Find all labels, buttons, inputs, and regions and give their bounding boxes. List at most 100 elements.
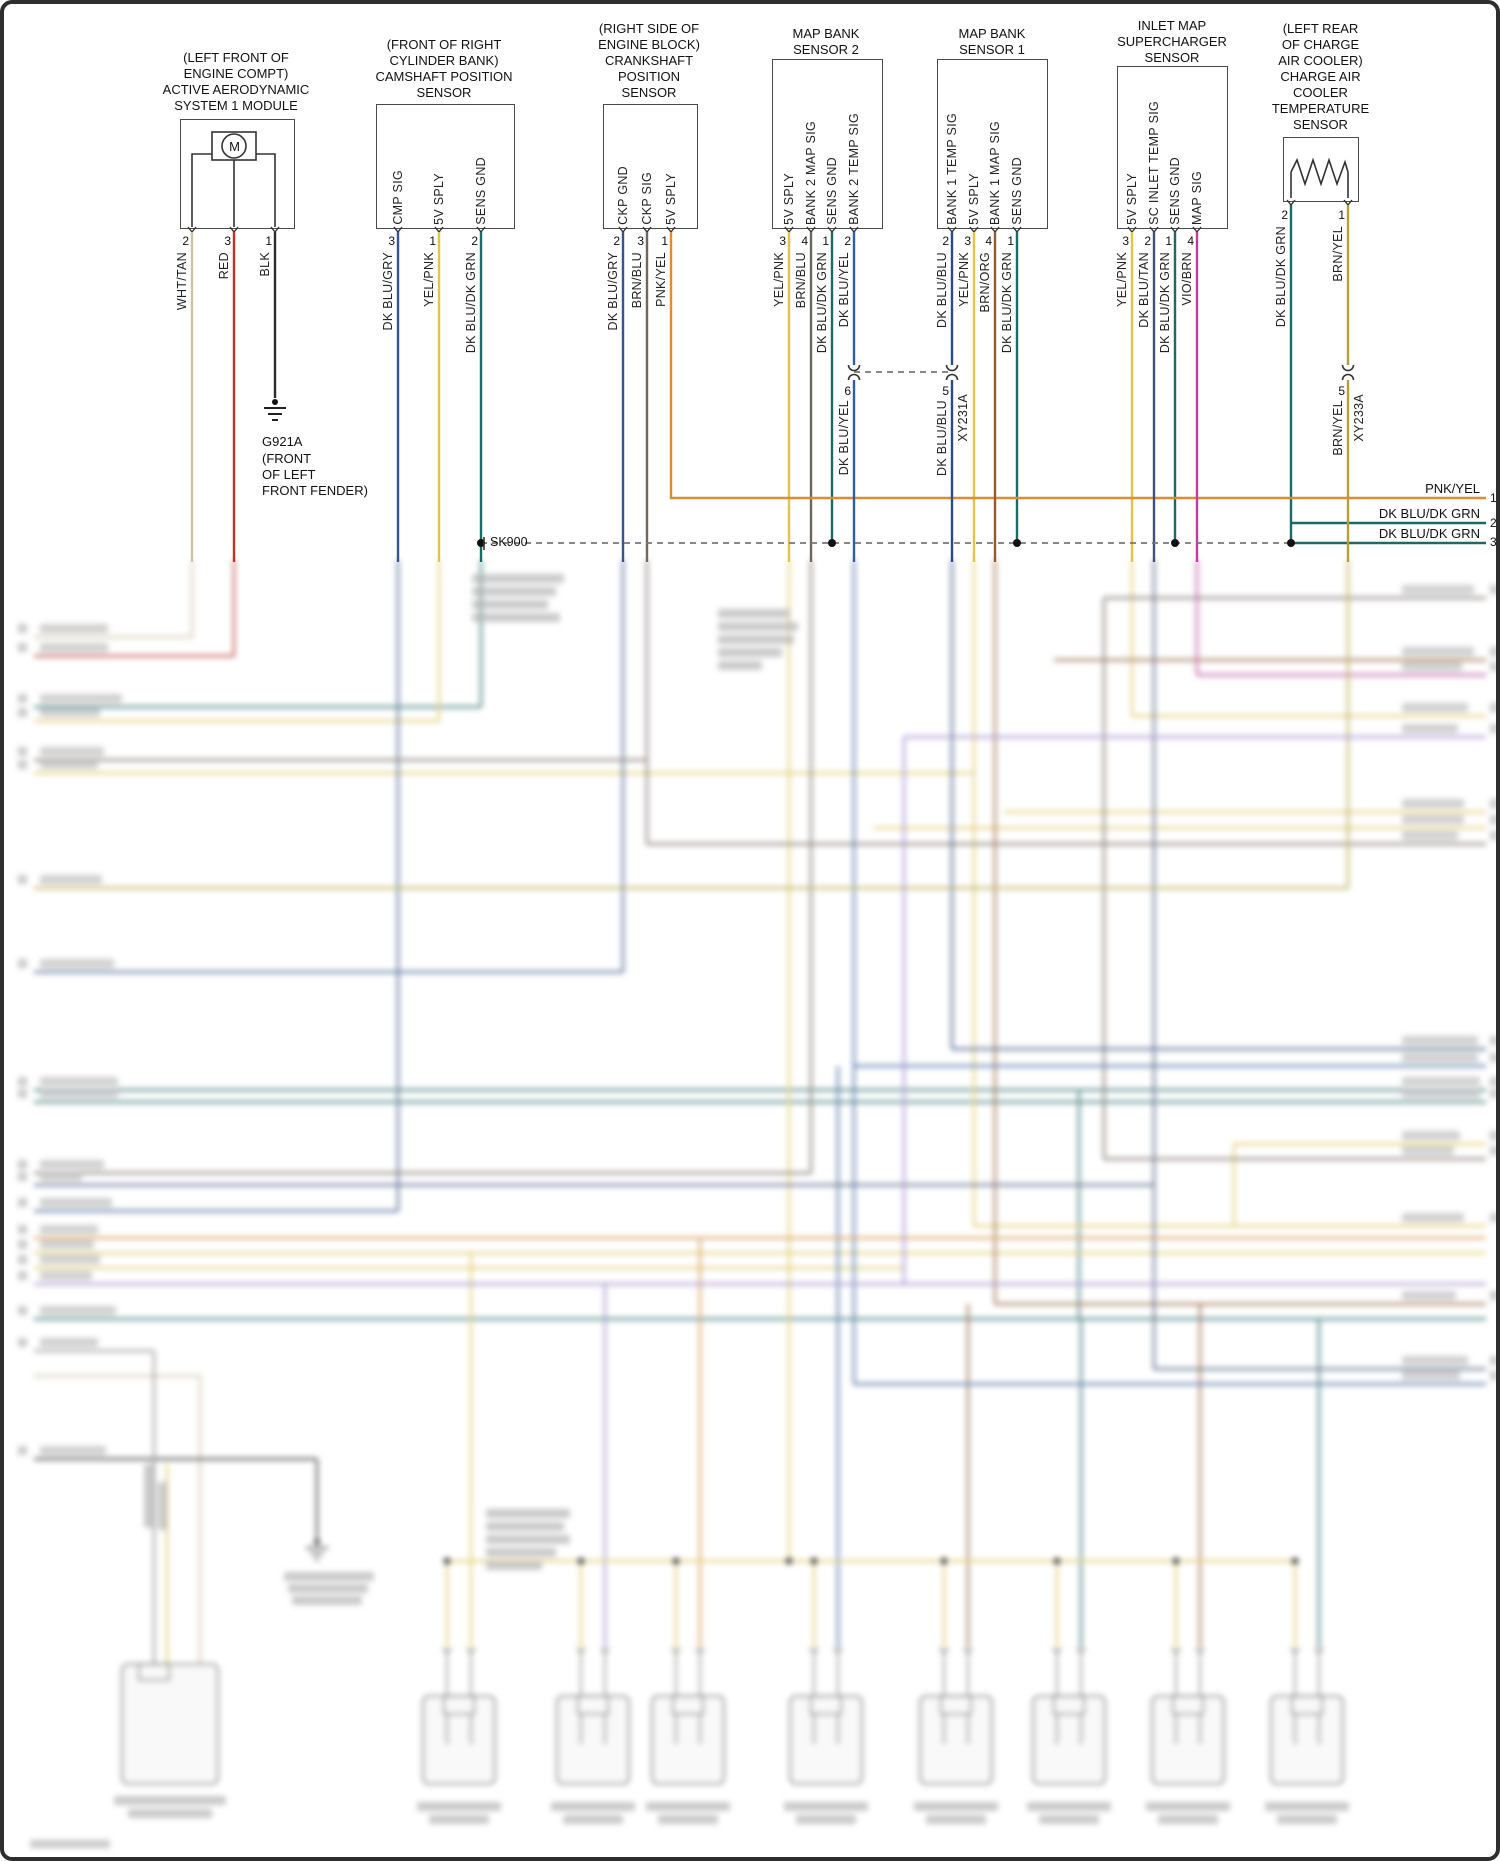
pin-number: 4 bbox=[985, 234, 992, 248]
title-inlet-map-sensor: INLET MAP SUPERCHARGER SENSOR bbox=[1117, 18, 1227, 65]
title-crankshaft-sensor: (RIGHT SIDE OF ENGINE BLOCK) CRANKSHAFT … bbox=[598, 21, 700, 100]
wire-label: DK BLU/TAN bbox=[1137, 252, 1151, 328]
pin-signal: BANK 1 TEMP SIG bbox=[945, 113, 959, 225]
inline-pin-number: 5 bbox=[942, 384, 949, 398]
pin-signal: 5V SPLY bbox=[664, 173, 678, 225]
wire-label: BRN/BLU bbox=[794, 252, 808, 309]
pin-signal: SENS GND bbox=[1168, 157, 1182, 225]
wire-label: BRN/YEL bbox=[1331, 226, 1345, 282]
box-crankshaft-sensor: CKP GND CKP SIG 5V SPLY bbox=[603, 104, 698, 229]
title-aero-module: (LEFT FRONT OF ENGINE COMPT) ACTIVE AERO… bbox=[162, 50, 310, 113]
title-camshaft-sensor: (FRONT OF RIGHT CYLINDER BANK) CAMSHAFT … bbox=[375, 37, 513, 100]
box-map-bank-sensor-2: 5V SPLY BANK 2 MAP SIG SENS GND BANK 2 T… bbox=[772, 59, 883, 229]
inline-wire-label: DK BLU/BLU bbox=[935, 400, 949, 476]
inline-pin-number: 6 bbox=[844, 384, 851, 398]
pin-signal: SENS GND bbox=[1010, 157, 1024, 225]
pin-signal: CKP SIG bbox=[640, 172, 654, 225]
blurred-ground-symbol bbox=[306, 1539, 328, 1561]
inline-wire-label: DK BLU/YEL bbox=[837, 400, 851, 476]
pin-number: 1 bbox=[661, 234, 668, 248]
right-exit-label: DK BLU/DK GRN bbox=[1378, 526, 1480, 541]
pin-number: 3 bbox=[224, 234, 231, 248]
pin-number: 2 bbox=[182, 234, 189, 248]
pin-number: 2 bbox=[613, 234, 620, 248]
wire-label: DK BLU/YEL bbox=[837, 252, 851, 328]
inline-connector-code: XY231A bbox=[956, 394, 970, 442]
wire-label: DK BLU/DK GRN bbox=[1274, 226, 1288, 328]
wire-label: BRN/ORG bbox=[978, 252, 992, 313]
pin-signal: SC INLET TEMP SIG bbox=[1147, 101, 1161, 225]
pin-number: 3 bbox=[637, 234, 644, 248]
ground-location: FRONT FENDER) bbox=[262, 483, 368, 498]
wire-label: DK BLU/DK GRN bbox=[1000, 252, 1014, 354]
pin-number: 3 bbox=[779, 234, 786, 248]
ground-location: (FRONT bbox=[262, 451, 312, 466]
pin-number: 3 bbox=[1122, 234, 1129, 248]
splice-code: SK900 bbox=[490, 535, 528, 549]
wire-label: YEL/PNK bbox=[957, 252, 971, 307]
wire-label: DK BLU/GRY bbox=[381, 252, 395, 331]
wire-label: DK BLU/DK GRN bbox=[464, 252, 478, 354]
rail-splice-dots bbox=[443, 1557, 1299, 1565]
wire-label: DK BLU/DK GRN bbox=[815, 252, 829, 354]
pin-signal: BANK 2 TEMP SIG bbox=[847, 113, 861, 225]
blur-wires bbox=[34, 560, 1486, 1664]
pin-signal: BANK 2 MAP SIG bbox=[804, 120, 818, 225]
ground-code: G921A bbox=[262, 434, 303, 449]
pin-signal: 5V SPLY bbox=[432, 173, 446, 225]
box-aero-module bbox=[180, 119, 295, 229]
wire-label: DK BLU/GRY bbox=[606, 252, 620, 331]
pin-signal: MAP SIG bbox=[1190, 171, 1204, 225]
pin-number: 2 bbox=[1281, 208, 1288, 222]
wire-label: WHT/TAN bbox=[175, 252, 189, 311]
wire-label: VIO/BRN bbox=[1180, 252, 1194, 306]
box-map-bank-sensor-1: BANK 1 TEMP SIG 5V SPLY BANK 1 MAP SIG S… bbox=[937, 59, 1048, 229]
wire-label: YEL/PNK bbox=[422, 252, 436, 307]
blurred-labels bbox=[18, 574, 1496, 1848]
inline-wire-label: BRN/YEL bbox=[1331, 400, 1345, 456]
pin-number: 1 bbox=[429, 234, 436, 248]
motor-label: M bbox=[229, 139, 240, 154]
pin-signal: CKP GND bbox=[616, 166, 630, 225]
pin-number: 2 bbox=[844, 234, 851, 248]
pin-number: 2 bbox=[1144, 234, 1151, 248]
wire-label: RED bbox=[217, 252, 231, 280]
pin-signal: BANK 1 MAP SIG bbox=[988, 120, 1002, 225]
pin-number: 4 bbox=[801, 234, 808, 248]
pin-number: 3 bbox=[964, 234, 971, 248]
pin-number: 1 bbox=[1165, 234, 1172, 248]
title-cac-temp-sensor: (LEFT REAR OF CHARGE AIR COOLER) CHARGE … bbox=[1271, 21, 1370, 132]
wire-label: YEL/PNK bbox=[772, 252, 786, 307]
right-exit-pin: 3 bbox=[1490, 535, 1497, 549]
pin-signal: SENS GND bbox=[474, 157, 488, 225]
pin-number: 1 bbox=[1007, 234, 1014, 248]
box-inlet-map-sensor: 5V SPLY SC INLET TEMP SIG SENS GND MAP S… bbox=[1117, 66, 1228, 229]
box-camshaft-sensor: CMP SIG 5V SPLY SENS GND bbox=[376, 104, 515, 229]
ground-location: OF LEFT bbox=[262, 467, 316, 482]
right-exit-label: DK BLU/DK GRN bbox=[1378, 506, 1480, 521]
inline-pin-number: 5 bbox=[1338, 384, 1345, 398]
blur-veil bbox=[4, 544, 1496, 1857]
wire-label: DK BLU/BLU bbox=[935, 252, 949, 328]
wire-label: PNK/YEL bbox=[654, 252, 668, 307]
inline-connector-code: XY233A bbox=[1352, 394, 1366, 442]
right-exit-label: PNK/YEL bbox=[1425, 481, 1480, 496]
wire-label: YEL/PNK bbox=[1115, 252, 1129, 307]
pin-number: 2 bbox=[471, 234, 478, 248]
pin-number: 1 bbox=[822, 234, 829, 248]
pin-signal: SENS GND bbox=[825, 157, 839, 225]
pin-signal: 5V SPLY bbox=[1125, 173, 1139, 225]
pin-number: 4 bbox=[1187, 234, 1194, 248]
wire-label: DK BLU/DK GRN bbox=[1158, 252, 1172, 354]
pin-number: 3 bbox=[388, 234, 395, 248]
wire-label: BRN/BLU bbox=[630, 252, 644, 309]
pin-signal: 5V SPLY bbox=[967, 173, 981, 225]
wire-label: BLK bbox=[258, 252, 272, 277]
right-exit-pin: 1 bbox=[1490, 491, 1497, 505]
title-map-bank-sensor-2: MAP BANK SENSOR 2 bbox=[792, 26, 860, 57]
right-exit-pin: 2 bbox=[1490, 516, 1497, 530]
blurred-bottom-connectors bbox=[121, 1647, 1344, 1785]
pin-number: 1 bbox=[265, 234, 272, 248]
box-cac-temp-sensor bbox=[1283, 137, 1359, 202]
